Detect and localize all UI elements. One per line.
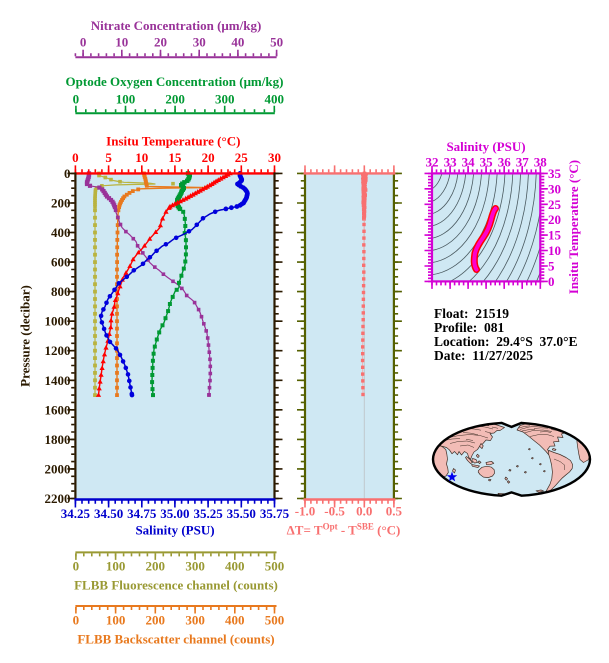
svg-text:15: 15 <box>168 150 182 165</box>
svg-text:5: 5 <box>548 259 555 274</box>
svg-text:Profile: 081: Profile: 081 <box>434 320 504 335</box>
svg-text:35.25: 35.25 <box>193 506 223 521</box>
svg-text:300: 300 <box>185 613 205 628</box>
svg-text:10: 10 <box>115 35 128 50</box>
svg-text:Nitrate Concentration (μm/kg): Nitrate Concentration (μm/kg) <box>91 18 262 33</box>
svg-text:0: 0 <box>73 559 80 574</box>
svg-text:50: 50 <box>270 35 283 50</box>
svg-text:-1.0: -1.0 <box>295 504 316 519</box>
svg-text:40: 40 <box>231 35 244 50</box>
svg-text:0: 0 <box>72 150 79 165</box>
svg-text:0: 0 <box>80 35 87 50</box>
svg-text:10: 10 <box>548 243 561 258</box>
svg-text:25: 25 <box>548 197 562 212</box>
svg-text:Float: 21519: Float: 21519 <box>434 306 509 321</box>
svg-text:100: 100 <box>106 613 126 628</box>
svg-text:35.50: 35.50 <box>227 506 256 521</box>
svg-text:500: 500 <box>265 613 285 628</box>
svg-text:34.75: 34.75 <box>127 506 157 521</box>
svg-text:36: 36 <box>498 155 512 170</box>
svg-text:35: 35 <box>548 166 562 181</box>
svg-text:0: 0 <box>73 92 80 107</box>
svg-text:Pressure (decibar): Pressure (decibar) <box>18 285 33 387</box>
svg-text:400: 400 <box>51 225 71 240</box>
svg-text:200: 200 <box>51 196 71 211</box>
svg-text:5: 5 <box>105 150 112 165</box>
svg-text:1600: 1600 <box>45 402 71 417</box>
svg-text:1000: 1000 <box>45 314 71 329</box>
svg-text:Optode Oxygen Concentration (μ: Optode Oxygen Concentration (μm/kg) <box>66 74 284 89</box>
svg-text:34.50: 34.50 <box>94 506 123 521</box>
svg-text:-0.5: -0.5 <box>324 504 345 519</box>
svg-text:400: 400 <box>225 613 245 628</box>
svg-text:300: 300 <box>215 92 235 107</box>
svg-text:1400: 1400 <box>45 373 71 388</box>
svg-text:400: 400 <box>225 559 245 574</box>
svg-text:35.00: 35.00 <box>160 506 189 521</box>
svg-text:1200: 1200 <box>45 343 71 358</box>
svg-text:2000: 2000 <box>45 461 71 476</box>
svg-text:200: 200 <box>165 92 185 107</box>
svg-text:37: 37 <box>516 155 530 170</box>
svg-text:0.5: 0.5 <box>386 504 403 519</box>
svg-text:20: 20 <box>548 212 561 227</box>
svg-text:30: 30 <box>268 150 281 165</box>
svg-text:400: 400 <box>265 92 285 107</box>
svg-text:34: 34 <box>462 155 476 170</box>
svg-text:200: 200 <box>146 613 166 628</box>
svg-text:33: 33 <box>444 155 458 170</box>
svg-text:0: 0 <box>73 613 80 628</box>
svg-text:15: 15 <box>548 228 562 243</box>
svg-text:35: 35 <box>480 155 494 170</box>
svg-text:Insitu Temperature (°C): Insitu Temperature (°C) <box>106 134 240 149</box>
svg-text:200: 200 <box>146 559 166 574</box>
svg-text:Salinity (PSU): Salinity (PSU) <box>135 523 214 538</box>
svg-text:38: 38 <box>534 155 548 170</box>
svg-text:0.0: 0.0 <box>356 504 372 519</box>
svg-text:Insitu Temperature (°C): Insitu Temperature (°C) <box>566 160 581 294</box>
svg-text:34.25: 34.25 <box>61 506 91 521</box>
svg-text:30: 30 <box>548 181 561 196</box>
svg-text:32: 32 <box>426 155 439 170</box>
svg-text:500: 500 <box>265 559 285 574</box>
svg-text:ΔT= TOpt - TSBE (°C): ΔT= TOpt - TSBE (°C) <box>287 522 401 538</box>
svg-text:Date: 11/27/2025: Date: 11/27/2025 <box>434 348 533 363</box>
svg-text:0: 0 <box>64 166 71 181</box>
svg-text:1800: 1800 <box>45 432 71 447</box>
svg-text:800: 800 <box>51 284 71 299</box>
svg-text:2200: 2200 <box>45 491 71 506</box>
svg-text:35.75: 35.75 <box>260 506 290 521</box>
svg-text:30: 30 <box>193 35 206 50</box>
svg-text:300: 300 <box>185 559 205 574</box>
svg-text:FLBB Fluorescence channel (cou: FLBB Fluorescence channel (counts) <box>74 578 278 593</box>
svg-text:10: 10 <box>135 150 148 165</box>
svg-text:25: 25 <box>235 150 249 165</box>
svg-text:Salinity (PSU): Salinity (PSU) <box>446 139 525 154</box>
svg-text:0: 0 <box>548 274 555 289</box>
svg-text:100: 100 <box>106 559 126 574</box>
svg-text:20: 20 <box>202 150 215 165</box>
svg-text:FLBB Backscatter channel (coun: FLBB Backscatter channel (counts) <box>77 632 274 647</box>
svg-text:Location: 29.4°S 37.0°E: Location: 29.4°S 37.0°E <box>434 334 578 349</box>
svg-text:100: 100 <box>116 92 136 107</box>
svg-text:600: 600 <box>51 255 71 270</box>
svg-text:20: 20 <box>154 35 167 50</box>
